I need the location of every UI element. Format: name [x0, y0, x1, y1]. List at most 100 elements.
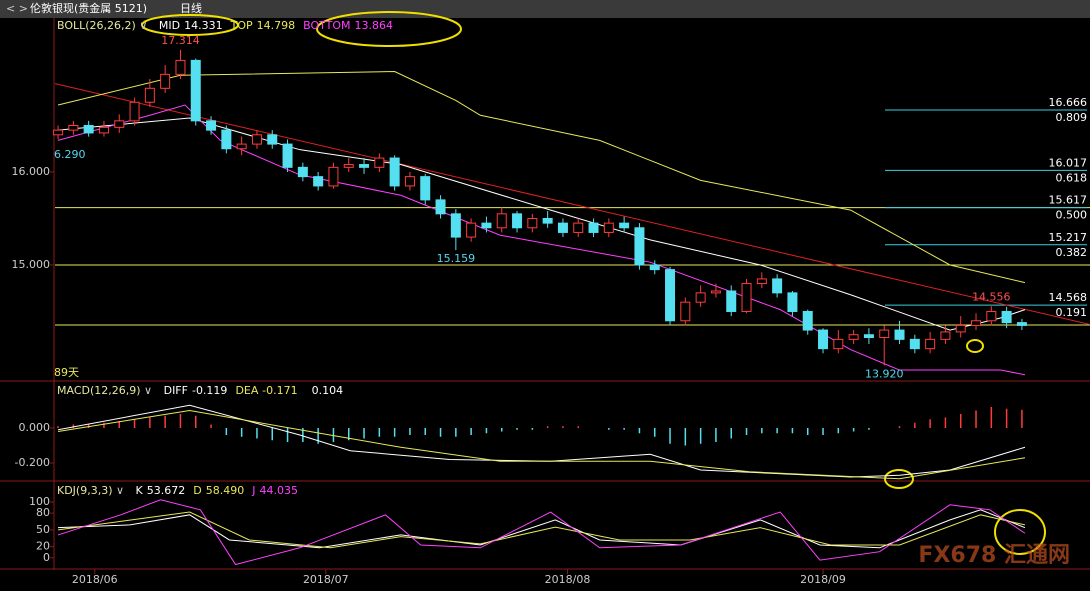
bar-value: 0.104: [312, 384, 344, 397]
candle-body: [542, 217, 553, 224]
readout-name: DIFF: [164, 384, 188, 397]
candle-body: [695, 292, 706, 303]
indicator-name: BOLL(26,26,2): [57, 19, 136, 32]
readout-name: J: [251, 484, 255, 497]
indicator-arrow: ∨: [113, 484, 128, 497]
readout-value: 14.331: [184, 19, 223, 32]
y-tick-label: 100: [29, 495, 50, 508]
candle-body: [389, 157, 400, 187]
candle-body: [53, 129, 64, 136]
candle-body: [573, 222, 584, 233]
x-tick-label: 2018/09: [800, 573, 846, 586]
kdj-line: [57, 499, 1026, 566]
candle-body: [955, 324, 966, 333]
fib-value: 15.617: [1049, 194, 1088, 207]
candle-body: [359, 164, 370, 168]
candle-body: [588, 222, 599, 233]
candle-body: [420, 176, 431, 201]
readout-name: D: [193, 484, 201, 497]
symbol-title: 伦敦银现(贵金属 5121): [30, 1, 147, 15]
candle-body: [282, 143, 293, 168]
readout-name: BOTTOM: [303, 19, 350, 32]
candle-body: [848, 334, 859, 340]
candle-body: [665, 269, 676, 322]
candle-body: [313, 176, 324, 187]
candle-body: [512, 213, 523, 229]
candle-body: [68, 124, 79, 131]
fib-ratio: 0.382: [1056, 246, 1088, 259]
highlight-circle: [994, 509, 1046, 555]
fib-value: 16.017: [1049, 156, 1088, 169]
y-tick-label: 50: [36, 523, 50, 536]
candle-body: [940, 331, 951, 340]
indicator-arrow: ∨: [141, 384, 156, 397]
candle-body: [772, 278, 783, 294]
price-annotation: 13.920: [865, 367, 904, 380]
candle-body: [328, 166, 339, 187]
highlight-circle: [316, 11, 462, 47]
candle-body: [986, 310, 997, 322]
watermark: FX678 汇通网: [918, 543, 1070, 568]
y-tick-label: -0.200: [15, 456, 50, 469]
candle-body: [557, 222, 568, 233]
candle-body: [1001, 310, 1012, 324]
trend-line: [54, 83, 1090, 325]
x-tick-label: 2018/06: [72, 573, 118, 586]
readout-value: 58.490: [206, 484, 245, 497]
indicator-label: KDJ(9,3,3) ∨ K 53.672 D 58.490 J 44.035: [57, 484, 298, 497]
highlight-circle: [966, 339, 984, 353]
readout-value: 53.672: [147, 484, 186, 497]
candle-body: [802, 310, 813, 331]
readout-value: 13.864: [355, 19, 394, 32]
fib-ratio: 0.191: [1056, 306, 1088, 319]
fib-value: 16.666: [1049, 96, 1088, 109]
candle-body: [98, 126, 109, 134]
candle-body: [680, 301, 691, 322]
candle-body: [726, 290, 737, 312]
candle-body: [710, 290, 721, 294]
kdj-line: [57, 511, 1026, 549]
candle-body: [374, 157, 385, 168]
boll-line: [57, 71, 1026, 284]
candle-body: [1016, 322, 1027, 326]
y-tick-label: 0.000: [19, 421, 51, 434]
candle-body: [481, 222, 492, 229]
period[interactable]: 日线: [180, 1, 202, 15]
title-bar: [0, 0, 1090, 18]
fib-ratio: 0.809: [1056, 111, 1088, 124]
readout-name: DEA: [235, 384, 258, 397]
readout-name: K: [136, 484, 144, 497]
readout-value: 44.035: [260, 484, 299, 497]
candle-body: [863, 334, 874, 339]
candle-body: [527, 217, 538, 229]
nav-icons[interactable]: < >: [6, 2, 28, 15]
candle-body: [925, 338, 936, 350]
readout-value: 14.798: [257, 19, 296, 32]
price-annotation: 14.556: [972, 290, 1011, 303]
candle-body: [787, 292, 798, 312]
indicator-label: BOLL(26,26,2) ∨ MID 14.331 TOP 14.798 BOTTOM…: [57, 19, 393, 32]
y-tick-label: 20: [36, 540, 50, 553]
fib-ratio: 0.500: [1056, 209, 1088, 222]
candle-body: [909, 338, 920, 350]
fib-value: 15.217: [1049, 231, 1088, 244]
readout-name: TOP: [230, 19, 253, 32]
candle-body: [175, 59, 186, 75]
day-count: 89天: [54, 366, 79, 379]
candle-body: [236, 143, 247, 150]
candle-body: [190, 59, 201, 122]
candle-body: [221, 129, 232, 150]
candle-body: [741, 283, 752, 312]
x-tick-label: 2018/08: [545, 573, 591, 586]
candle-body: [833, 338, 844, 350]
candle-body: [114, 120, 125, 128]
price-annotation: 17.314: [161, 34, 200, 47]
candle-body: [206, 120, 217, 131]
candle-body: [879, 329, 890, 339]
readout-value: -0.119: [192, 384, 227, 397]
candle-body: [894, 329, 905, 340]
candle-body: [649, 264, 660, 271]
fib-value: 14.568: [1049, 291, 1088, 304]
readout-name: MID: [159, 19, 180, 32]
highlight-circle: [884, 469, 914, 489]
